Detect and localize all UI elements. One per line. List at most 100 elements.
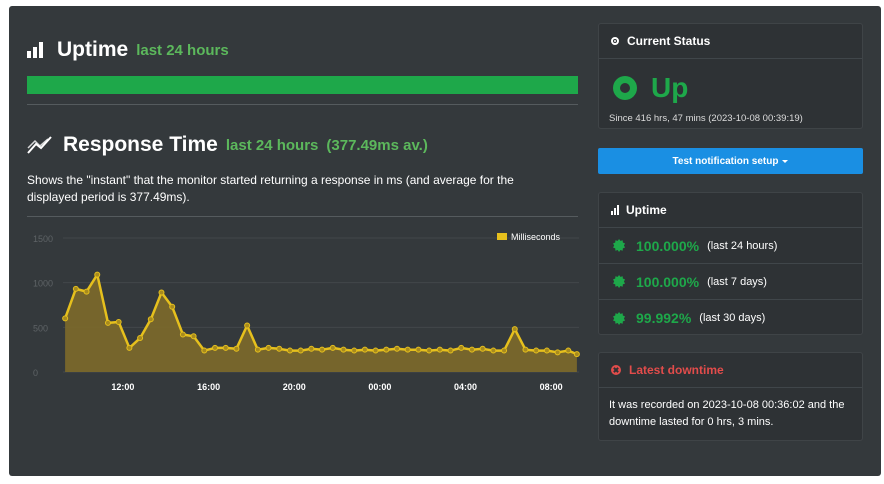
uptime-range: (last 30 days): [699, 312, 766, 324]
data-point: [511, 326, 518, 333]
data-point: [543, 347, 550, 354]
dot-circle-icon: [611, 37, 619, 45]
divider: [27, 216, 578, 217]
legend-label: Milliseconds: [511, 232, 561, 242]
response-time-chart[interactable]: 0 500 1000 1500 12:00 16:00 20:00 00:00 04:00 08:…: [27, 224, 587, 392]
uptime-percent: 100.000%: [636, 273, 700, 290]
test-notification-button[interactable]: Test notification setup: [598, 148, 863, 174]
data-point: [394, 345, 401, 352]
bar-chart-icon: [611, 205, 620, 215]
data-point: [426, 347, 433, 354]
current-status-title: Current Status: [627, 34, 711, 48]
y-tick-label: 1500: [33, 234, 53, 244]
data-point: [479, 345, 486, 352]
data-point: [468, 346, 475, 353]
data-point: [201, 347, 208, 354]
response-heading: Response Time last 24 hours (377.49ms av…: [27, 130, 428, 160]
data-point: [404, 346, 411, 353]
response-subtitle: last 24 hours: [225, 136, 319, 154]
x-tick-label: 12:00: [111, 382, 134, 392]
uptime-range: (last 7 days): [707, 275, 767, 288]
latest-downtime-title: Latest downtime: [629, 363, 724, 377]
response-title: Response Time: [63, 133, 218, 156]
monitor-panel: Uptime last 24 hours Response Time last …: [9, 6, 881, 476]
uptime-percent: 99.992%: [636, 310, 692, 326]
data-point: [137, 335, 144, 342]
data-point: [265, 344, 272, 351]
data-point: [244, 322, 251, 329]
badge-icon: [613, 311, 626, 325]
response-chart-icon: [27, 136, 52, 154]
x-tick-label: 20:00: [283, 382, 306, 392]
data-point: [286, 347, 293, 354]
data-point: [415, 346, 422, 353]
bar-chart-icon: [27, 42, 45, 58]
caret-down-icon: [782, 159, 789, 163]
latest-downtime-text: It was recorded on 2023-10-08 00:36:02 a…: [609, 399, 845, 428]
data-point: [72, 285, 79, 292]
data-point: [383, 346, 390, 353]
badge-icon: [613, 275, 626, 288]
badge-icon: [613, 239, 626, 252]
data-point: [297, 347, 304, 354]
data-point: [147, 316, 154, 323]
y-tick-label: 1000: [33, 279, 53, 289]
data-point: [447, 347, 454, 354]
data-point: [158, 289, 165, 296]
x-tick-label: 00:00: [368, 382, 391, 392]
status-indicator: Up: [599, 65, 862, 111]
data-point: [104, 319, 111, 326]
data-point: [83, 288, 90, 295]
data-point: [254, 346, 261, 353]
data-point: [573, 351, 580, 358]
uptime-title: Uptime: [57, 38, 129, 61]
data-point: [212, 344, 219, 351]
x-tick-label: 16:00: [197, 382, 220, 392]
uptime-row: 100.000% (last 24 hours): [599, 228, 862, 264]
status-since: Since 416 hrs, 47 mins (2023-10-08 00:39…: [609, 113, 803, 124]
data-point: [115, 318, 122, 325]
y-tick-label: 0: [33, 368, 38, 378]
data-point: [276, 345, 283, 352]
test-notification-label: Test notification setup: [672, 155, 779, 167]
data-point: [329, 344, 336, 351]
data-point: [436, 346, 443, 353]
response-average: (377.49ms av.): [326, 136, 428, 154]
current-status-card: Current Status Up Since 416 hrs, 47 mins…: [598, 23, 863, 129]
y-tick-label: 500: [33, 323, 48, 333]
uptime-row: 100.000% (last 7 days): [599, 264, 862, 300]
data-point: [319, 346, 326, 353]
data-point: [126, 344, 133, 351]
data-point: [179, 331, 186, 338]
data-point: [533, 347, 540, 354]
data-point: [351, 347, 358, 354]
data-point: [361, 346, 368, 353]
series-area: [65, 274, 577, 372]
data-point: [222, 344, 229, 351]
latest-downtime-card: Latest downtime It was recorded on 2023-…: [598, 352, 863, 441]
uptime-card-title: Uptime: [626, 203, 667, 217]
status-circle-icon: [613, 76, 637, 100]
response-description: Shows the "instant" that the monitor sta…: [27, 173, 514, 204]
legend-swatch: [497, 233, 507, 240]
x-tick-label: 04:00: [454, 382, 477, 392]
divider: [27, 104, 578, 105]
data-point: [233, 345, 240, 352]
data-point: [372, 347, 379, 354]
data-point: [565, 347, 572, 354]
current-status-header: Current Status: [599, 24, 862, 59]
uptime-card: Uptime 100.000% (last 24 hours) 100.000%…: [598, 192, 863, 335]
data-point: [94, 271, 101, 278]
data-point: [340, 346, 347, 353]
uptime-bar[interactable]: [27, 76, 578, 94]
data-point: [490, 347, 497, 354]
x-tick-label: 08:00: [540, 382, 563, 392]
status-text: Up: [651, 72, 689, 103]
uptime-card-header: Uptime: [599, 193, 862, 228]
data-point: [522, 346, 529, 353]
uptime-percent: 100.000%: [636, 237, 700, 254]
data-point: [308, 345, 315, 352]
data-point: [190, 333, 197, 340]
data-point: [169, 303, 176, 310]
data-point: [554, 349, 561, 356]
